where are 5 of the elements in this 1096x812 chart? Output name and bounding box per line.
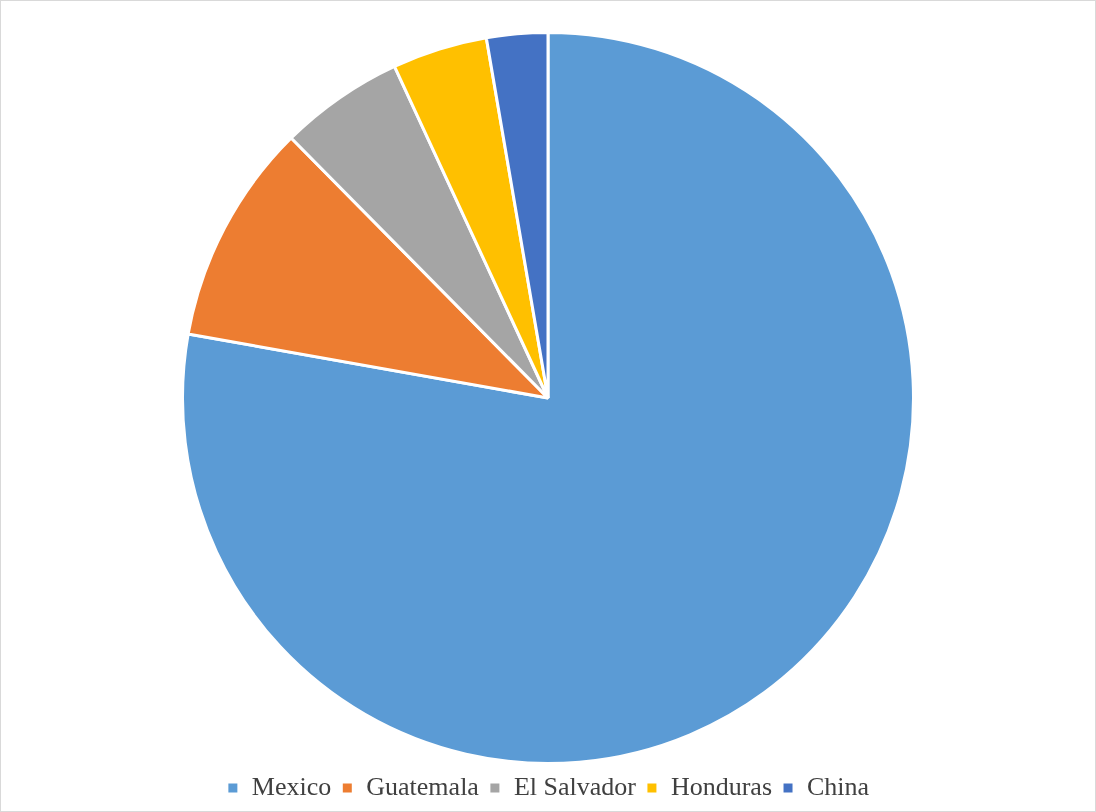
legend-label: Guatemala [366,771,480,801]
legend-label: El Salvador [513,771,637,801]
legend-label: Mexico [251,771,332,801]
legend-label: Honduras [670,771,773,801]
legend-label: China [807,771,870,801]
